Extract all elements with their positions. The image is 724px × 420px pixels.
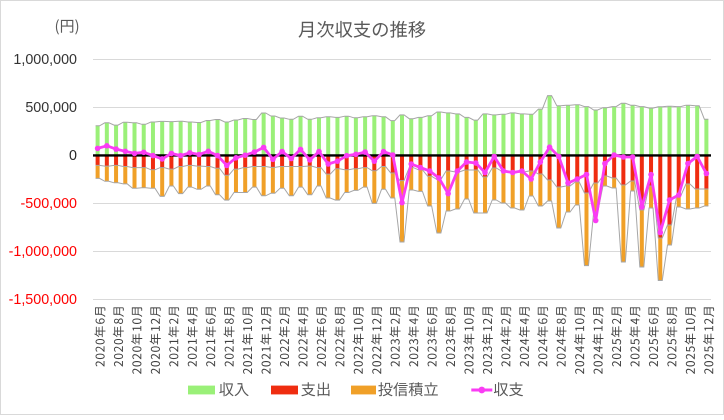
svg-text:500,000: 500,000	[25, 100, 77, 116]
svg-text:-500,000: -500,000	[21, 196, 77, 212]
svg-text:1,000,000: 1,000,000	[13, 52, 77, 68]
svg-text:-1,500,000: -1,500,000	[9, 292, 77, 308]
svg-text:-1,000,000: -1,000,000	[9, 244, 77, 260]
svg-text:0: 0	[69, 148, 77, 164]
